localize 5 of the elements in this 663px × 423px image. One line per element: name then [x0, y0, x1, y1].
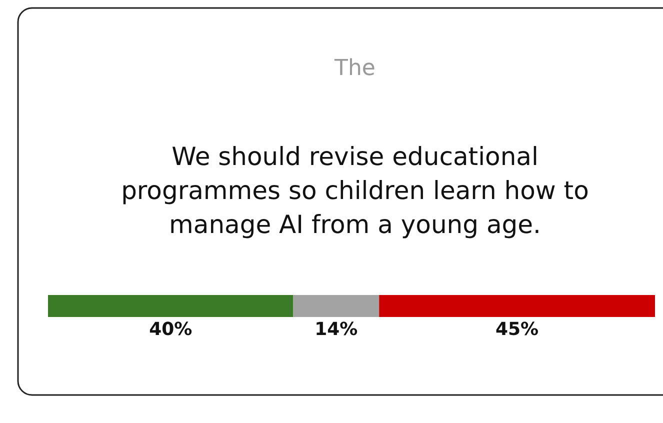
- data-label: 45%: [496, 319, 539, 340]
- data-label: 40%: [149, 319, 192, 340]
- data-label: 14%: [314, 319, 358, 340]
- chart-title: We should revise educational programmes so children learn how to manage AI from a young age.: [121, 142, 589, 239]
- chart-subtitle: The: [334, 56, 376, 81]
